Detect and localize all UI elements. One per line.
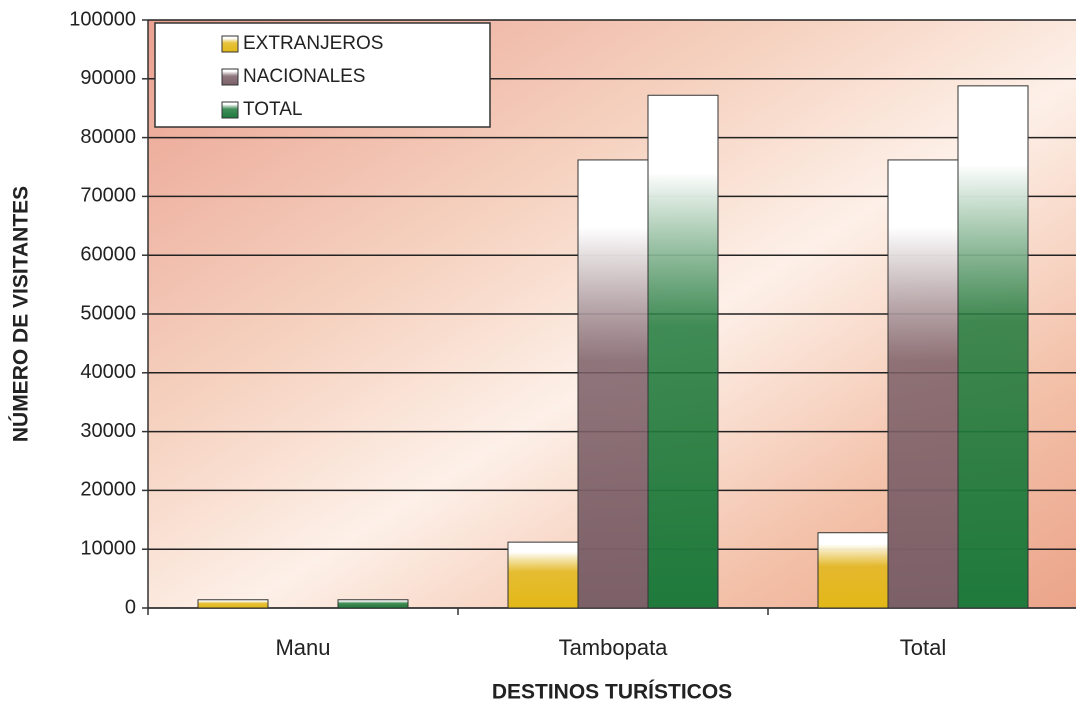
y-tick-label: 30000 bbox=[80, 420, 136, 442]
y-tick-label: 40000 bbox=[80, 361, 136, 383]
legend-label: TOTAL bbox=[243, 99, 302, 120]
legend-swatch bbox=[221, 101, 239, 119]
y-tick-label: 0 bbox=[125, 596, 136, 618]
bar bbox=[337, 599, 409, 609]
y-tick-label: 90000 bbox=[80, 67, 136, 89]
legend: EXTRANJEROS NACIONALES TOTAL bbox=[154, 22, 491, 128]
y-axis-title: NÚMERO DE VISITANTES bbox=[9, 186, 33, 442]
y-tick-label: 50000 bbox=[80, 302, 136, 324]
bar bbox=[887, 159, 959, 609]
bar bbox=[197, 599, 269, 609]
legend-box bbox=[154, 22, 491, 128]
y-tick-label: 70000 bbox=[80, 185, 136, 207]
bar bbox=[507, 541, 579, 609]
bar bbox=[577, 159, 649, 609]
legend-label: NACIONALES bbox=[243, 66, 365, 87]
x-axis-title: DESTINOS TURÍSTICOS bbox=[492, 681, 732, 704]
y-tick-label: 10000 bbox=[80, 537, 136, 559]
x-tick-label: Total bbox=[900, 635, 946, 660]
y-tick-label: 100000 bbox=[69, 8, 136, 30]
bar bbox=[957, 85, 1029, 609]
legend-swatch bbox=[221, 35, 239, 53]
bar bbox=[647, 94, 719, 609]
y-tick-label: 80000 bbox=[80, 126, 136, 148]
x-tick-label: Manu bbox=[275, 635, 330, 660]
bar bbox=[817, 532, 889, 609]
legend-label: EXTRANJEROS bbox=[243, 33, 383, 54]
x-tick-label: Tambopata bbox=[559, 635, 669, 660]
y-tick-label: 20000 bbox=[80, 479, 136, 501]
legend-swatch bbox=[221, 68, 239, 86]
y-tick-label: 60000 bbox=[80, 243, 136, 265]
